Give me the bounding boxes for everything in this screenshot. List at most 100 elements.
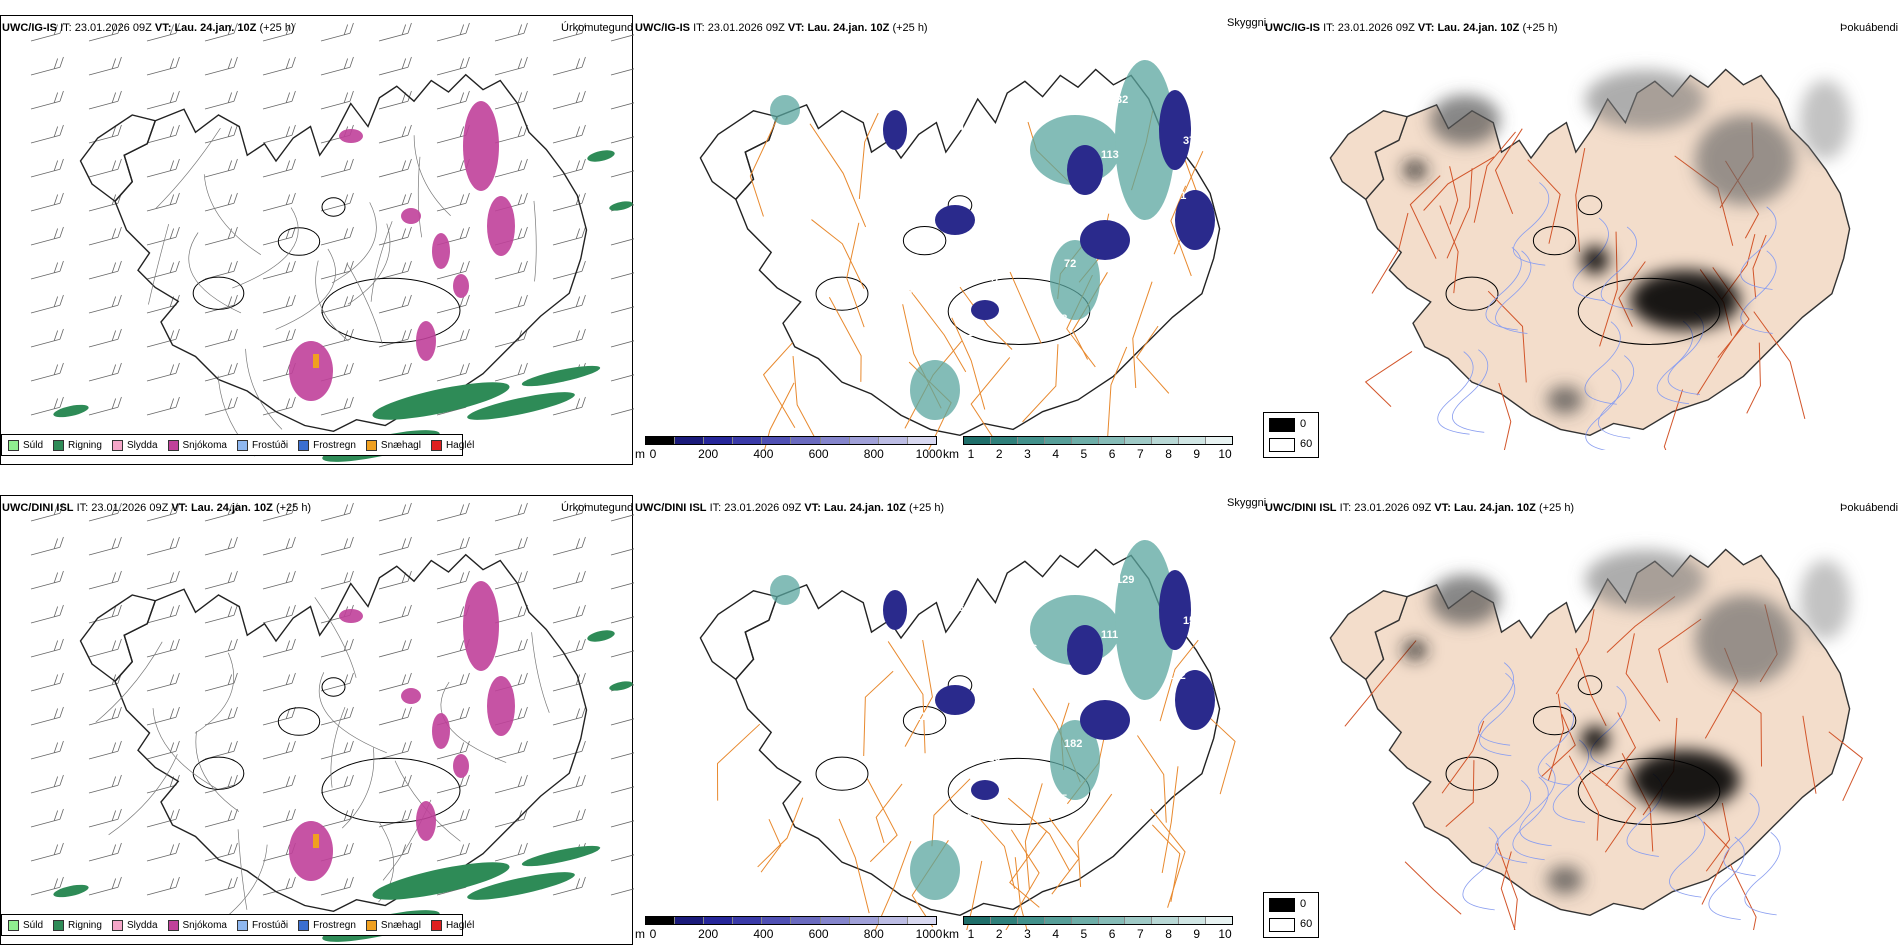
precip-title: Úrkomutegund (561, 22, 634, 34)
vis-title: Skyggni (1227, 17, 1267, 29)
legend-swatch (298, 439, 310, 451)
low-visibility-area (883, 570, 1215, 800)
colorbar-tick: 800 (863, 447, 884, 461)
visibility-value-label: 146 (915, 231, 933, 243)
wind-barb (204, 706, 238, 726)
wind-barb (146, 638, 180, 658)
wind-barb (88, 876, 122, 896)
wind-barb (30, 638, 64, 658)
glacier-outline (277, 707, 321, 736)
wind-barb (30, 294, 64, 314)
wind-barb (378, 604, 412, 624)
wind-barb (610, 640, 634, 658)
colorbar-cell (820, 437, 850, 444)
wind-barb (436, 56, 470, 76)
wind-barb (204, 328, 238, 348)
colorbar-cell (1125, 437, 1153, 444)
visibility-value-label: 113 (1101, 149, 1119, 161)
visibility-value-label: 111 (1101, 629, 1118, 641)
wind-barb (262, 774, 296, 794)
wind-barb (320, 876, 354, 896)
fog-key-label: 0 (1300, 898, 1307, 910)
legend-label: Frostregn (313, 439, 356, 451)
legend-item: Snjókoma (167, 919, 227, 931)
colorbar-cell (1098, 437, 1126, 444)
precip-map-bottom (30, 502, 634, 942)
wind-barb (436, 842, 470, 862)
wind-barb (204, 672, 238, 692)
colorbar-tick: 600 (808, 447, 829, 461)
wind-barb (146, 502, 180, 522)
wind-barb (552, 396, 586, 416)
vis-map-bottom: 69 63 196 73 87 90 91 99 111 112 113 120 125 129 150 15… (699, 540, 1236, 930)
wind-barb (320, 328, 354, 348)
wind-barb (146, 396, 180, 416)
legend-label: Snæhagl (380, 439, 421, 451)
legend-item: Frostregn (298, 919, 356, 931)
wind-barb (30, 672, 64, 692)
wind-barb (552, 808, 586, 828)
wind-barb (436, 536, 470, 556)
wind-barb (262, 192, 296, 212)
wind-barb (320, 294, 354, 314)
glacier-outline (321, 757, 461, 824)
wind-barb (30, 226, 64, 246)
wind-barb (88, 56, 122, 76)
westfjords-outline (79, 594, 157, 683)
wind-barb (88, 774, 122, 794)
fog-key: 0 60 (1263, 412, 1319, 458)
fog-title: Þokuábendi (1840, 22, 1899, 34)
legend-item: Frostregn (298, 439, 356, 451)
glacier-outline (192, 756, 245, 790)
colorbar-strip (963, 436, 1233, 445)
colorbar-cell (1179, 917, 1207, 924)
colorbar-tick: 9 (1193, 447, 1201, 461)
colorbar-tick: 5 (1080, 447, 1088, 461)
wind-barb (320, 192, 354, 212)
legend-swatch (167, 439, 179, 451)
glacier-outline (1532, 705, 1577, 736)
wind-barb (262, 740, 296, 760)
wind-barb (552, 502, 586, 522)
wind-barb (146, 604, 180, 624)
wind-barb (88, 502, 122, 522)
wind-barb (320, 740, 354, 760)
colorbar-cell (733, 437, 763, 444)
legend-swatch (236, 439, 248, 451)
wind-barb (320, 502, 354, 522)
colorbar-cell (1206, 437, 1233, 444)
wind-barb (494, 90, 528, 110)
wind-barb (378, 56, 412, 76)
wind-barb (88, 396, 122, 416)
wind-barb (552, 604, 586, 624)
visibility-value-label: 85 (1019, 163, 1031, 175)
colorbar-tick: 8 (1165, 447, 1172, 461)
visibility-value-label: 37 (1183, 135, 1195, 147)
wind-barb (494, 22, 528, 42)
wind-barb (378, 570, 412, 590)
wind-barb (262, 502, 296, 522)
wind-barb (610, 228, 634, 246)
wind-barb (552, 294, 586, 314)
colorbar-cell (791, 917, 821, 924)
visibility-value-label: 99 (1034, 588, 1046, 600)
legend-label: Rigning (68, 439, 102, 451)
wind-barb (436, 570, 470, 590)
wind-barb (30, 260, 64, 280)
visibility-labels: 77 84 85 98 103 106 110 111 113 141 146 147 168 32 37 5… (885, 81, 1210, 352)
colorbar-tick: 0 (649, 447, 657, 461)
wind-barb (30, 740, 64, 760)
fog-key-swatch (1269, 418, 1295, 432)
snow-areas (289, 581, 515, 881)
wind-barb (262, 328, 296, 348)
wind-barb (552, 124, 586, 144)
wind-barb (494, 774, 528, 794)
wind-barb (378, 192, 412, 212)
wind-barb (88, 226, 122, 246)
legend-label: Slydda (126, 919, 158, 931)
wind-barb (262, 56, 296, 76)
glacier-outline (1532, 225, 1577, 256)
visibility-value-label: 112 (1168, 670, 1186, 682)
visibility-value-label: 69 (885, 561, 897, 573)
fog-panel-top: UWC/IG-IS IT: 23.01.2026 09Z VT: Lau. 24… (1263, 0, 1900, 470)
